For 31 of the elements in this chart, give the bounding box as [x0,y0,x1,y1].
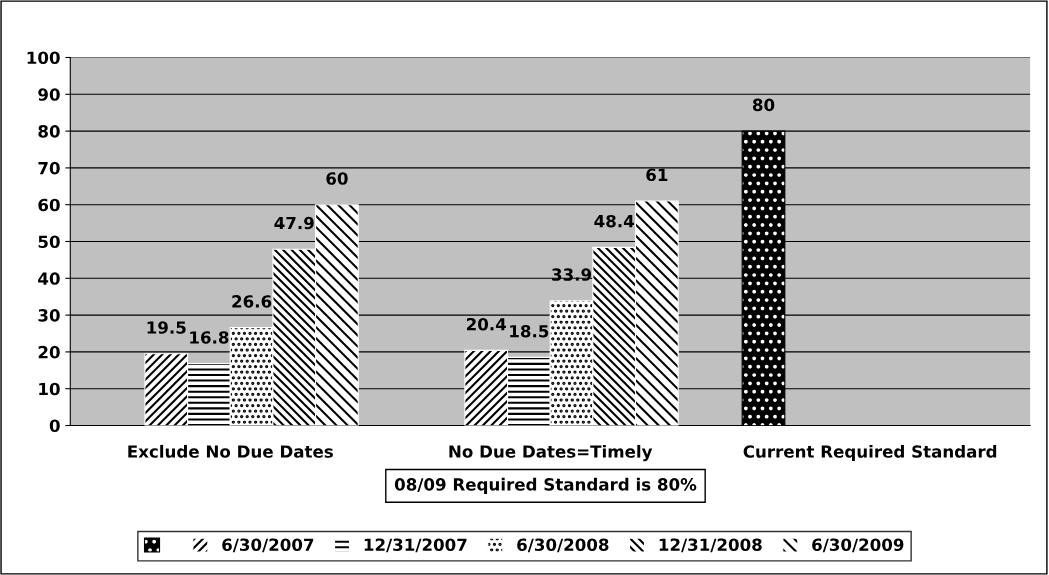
legend-label: 6/30/2008 [517,538,609,553]
data-label: 61 [646,168,668,182]
y-tick-label: 10 [39,382,60,396]
data-label: 19.5 [147,321,186,334]
data-label: 47.9 [274,216,314,230]
y-tick-label: 90 [38,88,60,101]
y-tick-label: 30 [38,309,60,322]
legend-label: 12/31/2008 [659,538,762,553]
data-label: 16.8 [190,331,229,344]
data-label: 48.4 [594,214,634,228]
y-tick-label: 80 [38,125,60,138]
y-tick-label: 70 [38,161,60,175]
legend-label: 12/31/2007 [364,538,467,553]
y-tick-label: 20 [38,345,60,359]
y-tick-label: 100 [27,51,60,65]
y-tick-label: 50 [38,235,60,249]
data-label: 18.5 [510,324,549,338]
y-tick-label: 60 [38,198,60,212]
x-tick-label: Exclude No Due Dates [128,444,333,458]
text: 08/09 Required Standard is 80% [394,477,697,494]
y-tick-label: 0 [49,419,60,433]
data-label: 20.4 [466,317,507,331]
legend-label: 6/30/2009 [812,538,904,553]
y-tick-label: 40 [38,272,60,285]
data-label: 80 [752,98,775,112]
data-label: 26.6 [232,295,272,308]
data-label: 33.9 [552,268,592,281]
x-tick-label: Current Required Standard [743,444,997,462]
legend-label: 6/30/2007 [222,538,314,553]
x-tick-label: No Due Dates=Timely [449,444,653,462]
data-label: 60 [326,172,348,185]
